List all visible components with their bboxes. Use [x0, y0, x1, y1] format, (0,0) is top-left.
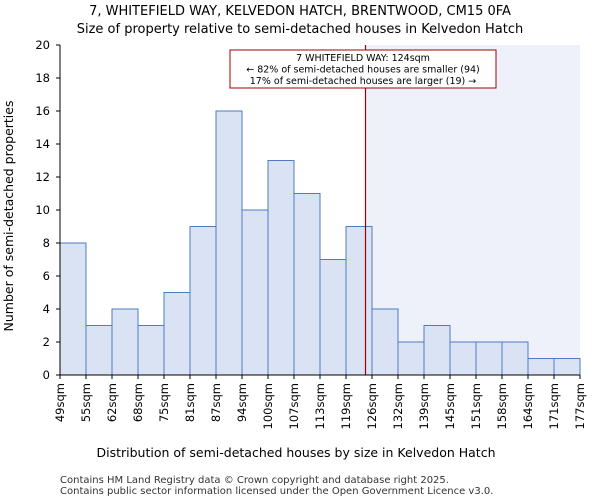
x-tick-label: 171sqm [547, 383, 561, 429]
bar-171sqm[interactable] [553, 358, 581, 376]
bar-49sqm[interactable] [59, 242, 87, 376]
x-tick-label: 126sqm [365, 383, 379, 429]
bar-55sqm[interactable] [85, 325, 113, 376]
x-tick-label: 62sqm [105, 383, 119, 422]
bar-87sqm[interactable] [215, 110, 243, 376]
footer-line-1: Contains HM Land Registry data © Crown c… [60, 475, 449, 486]
bar-62sqm[interactable] [111, 308, 139, 376]
x-tick-label: 113sqm [313, 383, 327, 429]
x-tick-label: 145sqm [443, 383, 457, 429]
x-tick-label: 87sqm [209, 383, 223, 422]
bar-164sqm[interactable] [527, 358, 555, 376]
x-tick-label: 139sqm [417, 383, 431, 429]
y-tick-label: 8 [43, 236, 50, 250]
bar-145sqm[interactable] [449, 341, 477, 376]
annotation-line-3: 17% of semi-detached houses are larger (… [250, 76, 477, 87]
x-tick-label: 151sqm [469, 383, 483, 429]
x-tick-label: 68sqm [131, 383, 145, 422]
bar-126sqm[interactable] [371, 308, 399, 376]
y-tick-label: 12 [35, 170, 50, 184]
y-tick-label: 20 [35, 38, 50, 52]
bar-151sqm[interactable] [475, 341, 503, 376]
x-tick-label: 132sqm [391, 383, 405, 429]
footer-line-2: Contains public sector information licen… [60, 486, 493, 497]
bar-119sqm[interactable] [345, 226, 373, 376]
x-tick-label: 164sqm [521, 383, 535, 429]
y-tick-label: 6 [43, 269, 50, 283]
bar-75sqm[interactable] [163, 292, 191, 376]
x-tick-label: 177sqm [573, 383, 587, 429]
y-tick-label: 18 [35, 71, 50, 85]
y-axis-label: Number of semi-detached properties [1, 101, 16, 332]
bar-68sqm[interactable] [137, 325, 165, 376]
bar-113sqm[interactable] [319, 259, 347, 376]
bar-100sqm[interactable] [267, 160, 295, 376]
x-tick-label: 81sqm [183, 383, 197, 422]
bar-132sqm[interactable] [397, 341, 425, 376]
bar-107sqm[interactable] [293, 193, 321, 376]
x-tick-label: 75sqm [157, 383, 171, 422]
chart-subtitle: Size of property relative to semi-detach… [77, 22, 524, 37]
annotation-line-2: ← 82% of semi-detached houses are smalle… [246, 65, 480, 76]
x-tick-label: 94sqm [235, 383, 249, 422]
x-tick-label: 107sqm [287, 383, 301, 429]
y-tick-label: 14 [35, 137, 50, 151]
larger-region-shading [365, 45, 580, 375]
y-tick-label: 4 [43, 302, 50, 316]
bar-139sqm[interactable] [423, 325, 451, 376]
x-tick-label: 49sqm [53, 383, 67, 422]
y-tick-label: 2 [43, 335, 50, 349]
x-tick-label: 55sqm [79, 383, 93, 422]
bar-81sqm[interactable] [189, 226, 217, 376]
x-axis-label: Distribution of semi-detached houses by … [97, 445, 496, 460]
y-tick-label: 0 [43, 368, 50, 382]
y-tick-label: 16 [35, 104, 50, 118]
bar-158sqm[interactable] [501, 341, 529, 376]
x-tick-label: 119sqm [339, 383, 353, 429]
annotation-line-1: 7 WHITEFIELD WAY: 124sqm [296, 53, 430, 64]
y-tick-label: 10 [35, 203, 50, 217]
chart-title: 7, WHITEFIELD WAY, KELVEDON HATCH, BRENT… [89, 4, 511, 19]
x-tick-label: 100sqm [261, 383, 275, 429]
annotation-box [229, 49, 497, 89]
bar-94sqm[interactable] [241, 209, 269, 376]
x-tick-label: 158sqm [495, 383, 509, 429]
